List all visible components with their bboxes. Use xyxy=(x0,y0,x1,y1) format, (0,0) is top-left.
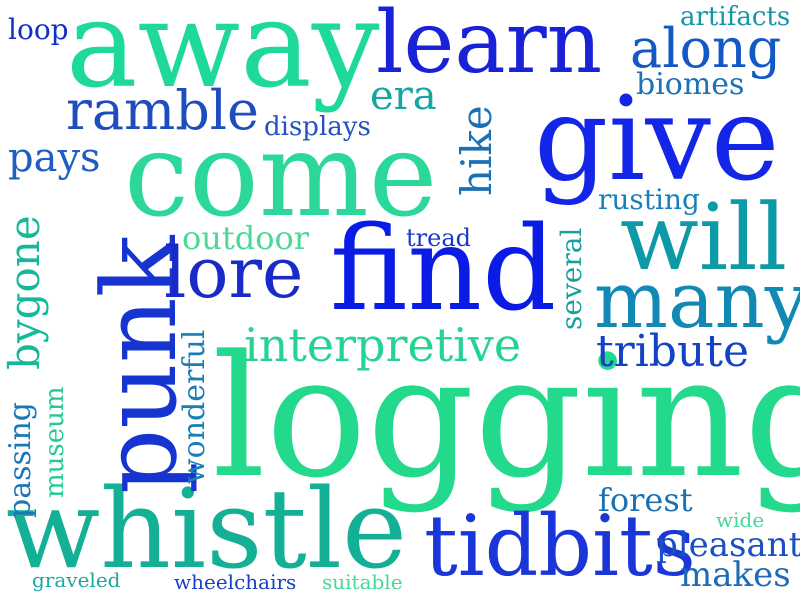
word-will: will xyxy=(620,184,788,291)
word-pleasant: pleasant xyxy=(656,525,800,565)
word-bygone: bygone xyxy=(0,215,49,370)
word-away: away xyxy=(66,0,380,115)
word-interpretive: interpretive xyxy=(244,318,522,372)
word-along: along xyxy=(630,17,782,80)
word-many: many xyxy=(594,256,800,346)
word-wonderful: wonderful xyxy=(177,329,212,484)
word-rusting: rusting xyxy=(598,183,700,216)
word-give: give xyxy=(534,72,780,207)
word-wheelchairs: wheelchairs xyxy=(174,570,297,594)
word-lore: lore xyxy=(164,232,304,314)
word-loop: loop xyxy=(8,13,69,46)
word-find: find xyxy=(330,202,557,337)
word-tread: tread xyxy=(406,224,471,252)
word-pays: pays xyxy=(8,135,101,181)
word-logging: logging xyxy=(212,319,800,515)
word-suitable: suitable xyxy=(322,570,403,594)
word-artifacts: artifacts xyxy=(680,2,791,32)
word-come: come xyxy=(124,108,438,243)
word-several: several xyxy=(555,227,588,330)
word-ramble: ramble xyxy=(66,79,260,142)
word-graveled: graveled xyxy=(32,568,121,592)
word-biomes: biomes xyxy=(636,67,745,102)
word-hike: hike xyxy=(452,105,501,196)
word-era: era xyxy=(370,73,437,119)
word-forest: forest xyxy=(598,481,693,519)
word-whistle: whistle xyxy=(6,465,408,593)
word-passing: passing xyxy=(3,401,38,518)
word-learn: learn xyxy=(376,0,603,93)
word-makes: makes xyxy=(680,555,791,595)
word-displays: displays xyxy=(264,112,371,142)
word-tidbits: tidbits xyxy=(424,497,696,595)
word-tribute: tribute xyxy=(596,326,750,377)
word-outdoor: outdoor xyxy=(182,219,310,257)
word-museum: museum xyxy=(40,386,70,498)
word-wide: wide xyxy=(716,508,765,532)
